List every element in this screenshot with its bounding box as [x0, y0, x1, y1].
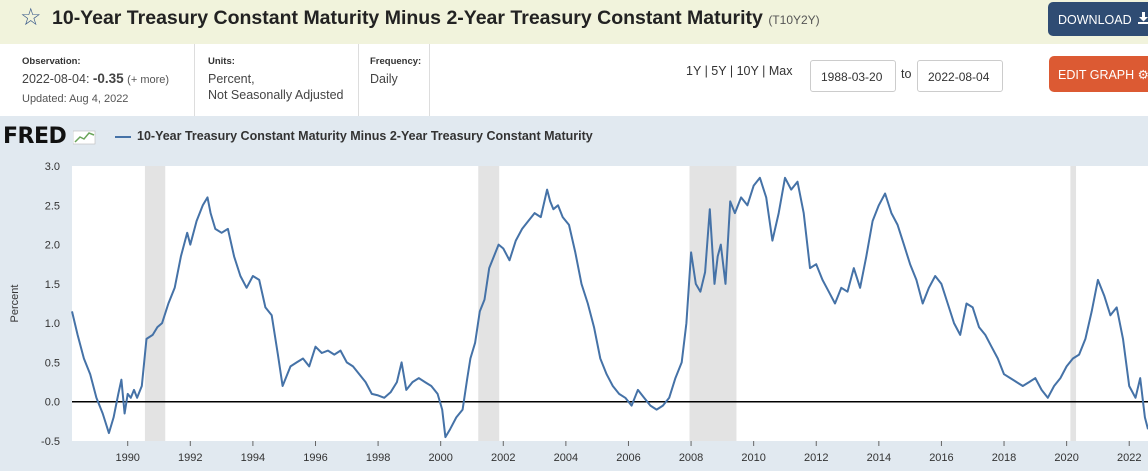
gear-icon: ⚙: [1137, 68, 1148, 82]
fred-logo: FRED: [3, 124, 97, 149]
recession-band: [1070, 166, 1077, 441]
observation-more-link[interactable]: (+ more): [127, 74, 170, 86]
range-links: 1Y | 5Y | 10Y | Max: [686, 64, 792, 78]
x-tick-label: 2014: [867, 452, 891, 464]
series-title-text: 10-Year Treasury Constant Maturity Minus…: [52, 7, 763, 29]
edit-graph-label: EDIT GRAPH: [1058, 68, 1135, 82]
range-separator: |: [762, 64, 766, 78]
download-icon: [1138, 12, 1148, 27]
x-tick-label: 2012: [804, 452, 828, 464]
x-tick-label: 2010: [741, 452, 765, 464]
x-tick-label: 2006: [616, 452, 640, 464]
line-chart: 3.0 2.5 2.0 1.5 1.0 0.5 0.0 -0.5 1990 1992 1994 199…: [9, 161, 1148, 464]
chart-legend: 10-Year Treasury Constant Maturity Minus…: [115, 129, 593, 143]
y-tick-label: 3.0: [45, 161, 60, 173]
units-line2: Not Seasonally Adjusted: [208, 88, 344, 102]
units-label: Units:: [208, 56, 235, 67]
x-tick-label: 2000: [428, 452, 452, 464]
updated-date: Updated: Aug 4, 2022: [22, 93, 129, 105]
chart-area: FRED 10-Year Treasury Constant Maturity …: [0, 116, 1148, 471]
range-separator: |: [704, 64, 708, 78]
to-label: to: [901, 67, 912, 81]
edit-graph-button[interactable]: EDIT GRAPH ⚙: [1049, 56, 1148, 92]
observation-label: Observation:: [22, 56, 81, 67]
end-date-input[interactable]: 2022-08-04: [917, 60, 1003, 92]
y-tick-label: 1.5: [45, 279, 60, 291]
legend-text: 10-Year Treasury Constant Maturity Minus…: [137, 129, 593, 143]
x-tick-label: 1998: [366, 452, 390, 464]
observation-panel: Observation: 2022-08-04: -0.35 (+ more) …: [22, 44, 194, 116]
units-panel: Units: Percent, Not Seasonally Adjusted: [194, 44, 360, 116]
observation-value: -0.35: [92, 71, 124, 86]
y-tick-label: 0.0: [45, 397, 60, 409]
x-tick-label: 2022: [1117, 452, 1141, 464]
x-tick-label: 2020: [1054, 452, 1078, 464]
x-tick-label: 2004: [554, 452, 578, 464]
y-axis-label: Percent: [9, 285, 21, 323]
range-max-link[interactable]: Max: [768, 64, 793, 78]
series-id: (T10Y2Y): [768, 13, 820, 27]
observation-date: 2022-08-04:: [22, 72, 90, 86]
y-tick-label: 2.0: [45, 240, 60, 252]
x-tick-label: 2002: [491, 452, 515, 464]
range-separator: |: [729, 64, 734, 78]
frequency-value: Daily: [370, 72, 398, 86]
y-tick-label: 1.0: [45, 318, 60, 330]
y-tick-label: -0.5: [41, 436, 60, 448]
download-button[interactable]: DOWNLOAD: [1048, 2, 1148, 36]
units-line1: Percent,: [208, 72, 255, 86]
x-tick-label: 1990: [115, 452, 139, 464]
start-date-input[interactable]: 1988-03-20: [810, 60, 896, 92]
range-5y-link[interactable]: 5Y: [711, 64, 727, 78]
info-row: Observation: 2022-08-04: -0.35 (+ more) …: [0, 44, 1148, 116]
title-bar: ☆ 10-Year Treasury Constant Maturity Min…: [0, 0, 1148, 44]
x-tick-label: 2018: [992, 452, 1016, 464]
x-tick-label: 1992: [178, 452, 202, 464]
x-tick-label: 1994: [241, 452, 265, 464]
download-label: DOWNLOAD: [1058, 13, 1132, 27]
x-tick-label: 2008: [679, 452, 703, 464]
range-1y-link[interactable]: 1Y: [686, 64, 702, 78]
fred-logo-text: FRED: [3, 124, 67, 149]
series-line: [71, 176, 1148, 439]
fred-chart-icon: [73, 130, 96, 145]
range-10y-link[interactable]: 10Y: [736, 64, 759, 78]
observation-line: 2022-08-04: -0.35 (+ more): [22, 71, 194, 88]
x-tick-label: 2016: [929, 452, 953, 464]
y-tick-label: 2.5: [45, 200, 60, 212]
star-outline-icon[interactable]: ☆: [20, 4, 42, 31]
frequency-panel: Frequency: Daily: [358, 44, 430, 116]
recession-band: [478, 166, 500, 441]
frequency-label: Frequency:: [370, 56, 422, 67]
x-tick-label: 1996: [303, 452, 327, 464]
legend-line-swatch: [115, 135, 131, 138]
y-tick-label: 0.5: [45, 357, 60, 369]
plot-background: [72, 166, 1148, 441]
series-title: 10-Year Treasury Constant Maturity Minus…: [52, 6, 820, 32]
recession-band: [144, 166, 166, 441]
